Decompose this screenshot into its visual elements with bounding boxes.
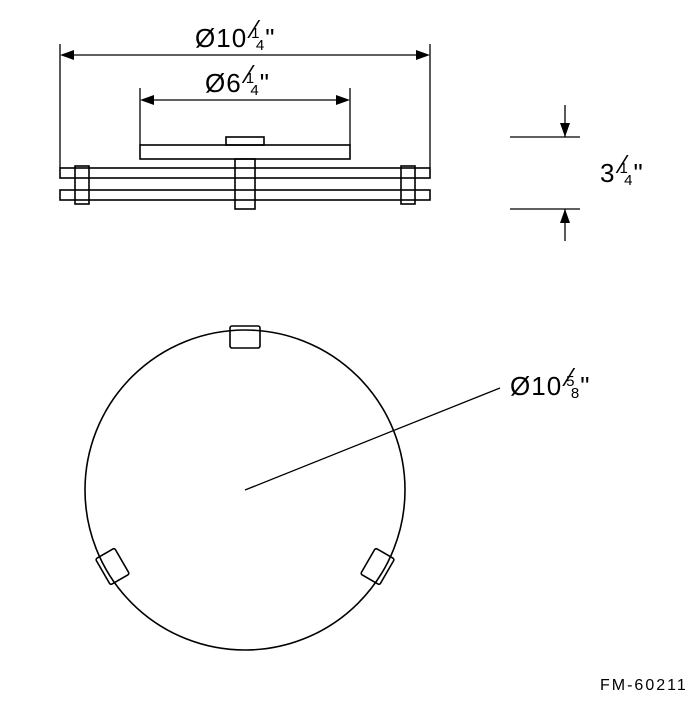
height-label: 31⁄4"	[600, 149, 644, 189]
technical-drawing: Ø101⁄4" Ø61⁄4" 31⁄4"	[0, 0, 700, 700]
outer-dia-label: Ø101⁄4"	[195, 14, 275, 54]
side-base	[140, 145, 350, 159]
side-view	[60, 137, 430, 209]
plan-view: Ø105⁄8"	[85, 326, 590, 650]
inner-dia-label: Ø61⁄4"	[205, 59, 270, 99]
plan-dia-label: Ø105⁄8"	[510, 362, 590, 402]
part-number: FM-60211	[600, 677, 688, 694]
side-band-lower	[60, 190, 430, 200]
plan-dia-leader	[245, 388, 500, 490]
side-band-upper	[60, 168, 430, 178]
side-clip-right	[401, 166, 415, 204]
side-clip-center	[235, 159, 255, 209]
dim-inner-dia: Ø61⁄4"	[140, 59, 350, 145]
dim-height: 31⁄4"	[510, 105, 644, 241]
side-cap	[226, 137, 264, 145]
side-clip-left	[75, 166, 89, 204]
